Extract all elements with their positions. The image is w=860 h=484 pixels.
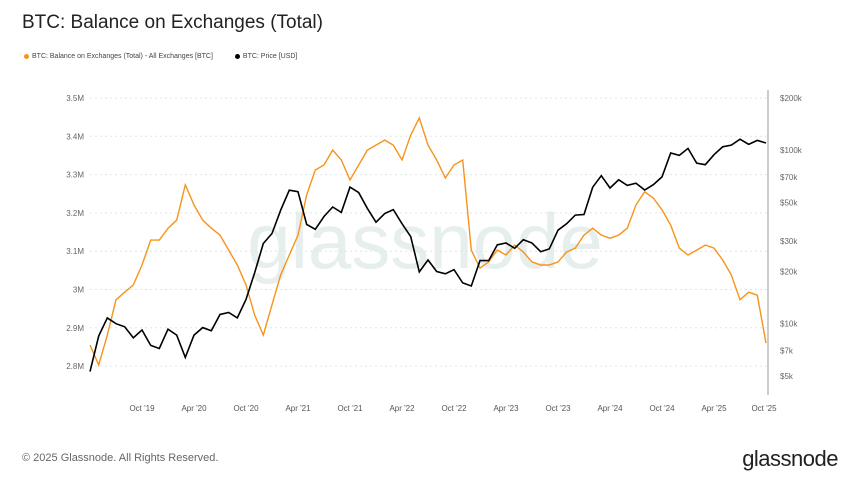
legend-item-balance[interactable]: BTC: Balance on Exchanges (Total) - All …: [24, 53, 213, 60]
x-tick-label: Oct '21: [337, 404, 363, 413]
y-left-tick-label: 3M: [73, 286, 84, 295]
page-title: BTC: Balance on Exchanges (Total): [22, 12, 323, 33]
x-tick-label: Apr '23: [493, 404, 519, 413]
y-left-tick-label: 3.3M: [66, 171, 84, 180]
series-line-balance: [89, 116, 767, 368]
legend-item-price[interactable]: BTC: Price [USD]: [234, 53, 298, 60]
legend-label: BTC: Price [USD]: [242, 53, 298, 60]
y-right-tick-label: $30k: [780, 237, 798, 246]
x-tick-label: Apr '24: [597, 404, 623, 413]
legend-swatch: [234, 54, 240, 59]
y-right-tick-label: $100k: [780, 146, 803, 155]
y-left-tick-label: 3.4M: [66, 132, 84, 141]
copyright: © 2025 Glassnode. All Rights Reserved.: [22, 452, 219, 464]
x-tick-label: Oct '24: [649, 404, 675, 413]
y-left-tick-label: 3.5M: [66, 94, 84, 103]
x-tick-label: Oct '23: [545, 404, 571, 413]
y-left-tick-label: 2.8M: [66, 362, 84, 371]
y-right-tick-label: $20k: [780, 268, 798, 277]
x-tick-label: Apr '21: [285, 404, 311, 413]
x-tick-label: Oct '22: [441, 404, 467, 413]
y-right-tick-label: $7k: [780, 347, 794, 356]
y-right-tick-label: $5k: [780, 372, 794, 381]
y-left-tick-label: 3.1M: [66, 247, 84, 256]
legend-label: BTC: Balance on Exchanges (Total) - All …: [32, 53, 213, 60]
x-tick-label: Oct '19: [129, 404, 155, 413]
y-left-tick-label: 2.9M: [66, 324, 84, 333]
x-tick-label: Apr '25: [701, 404, 727, 413]
y-right-tick-label: $70k: [780, 173, 798, 182]
x-tick-label: Oct '25: [751, 404, 777, 413]
y-left-tick-label: 3.2M: [66, 209, 84, 218]
y-right-tick-label: $200k: [780, 94, 803, 103]
legend: BTC: Balance on Exchanges (Total) - All …: [24, 53, 297, 60]
x-tick-label: Apr '22: [389, 404, 415, 413]
x-tick-label: Apr '20: [181, 404, 207, 413]
y-right-tick-label: $10k: [780, 320, 798, 329]
y-right-tick-label: $50k: [780, 198, 798, 207]
brand-logo: glassnode: [742, 446, 838, 471]
x-tick-label: Oct '20: [233, 404, 259, 413]
legend-swatch: [24, 54, 29, 59]
watermark: glassnode: [247, 197, 603, 285]
series-line-price: [89, 138, 767, 372]
